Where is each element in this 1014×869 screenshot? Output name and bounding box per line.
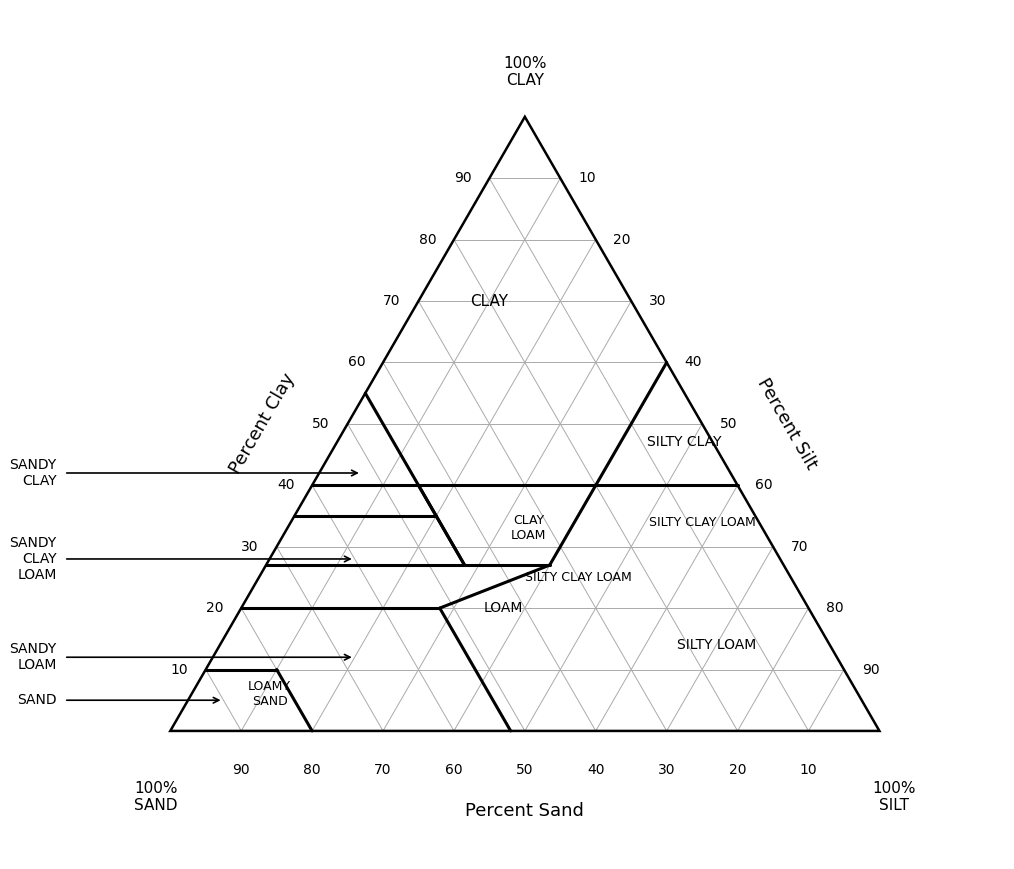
Text: 10: 10 <box>578 171 595 185</box>
Text: LOAM: LOAM <box>484 601 523 615</box>
Text: SANDY
CLAY
LOAM: SANDY CLAY LOAM <box>9 536 57 582</box>
Text: SILTY CLAY LOAM: SILTY CLAY LOAM <box>524 571 632 584</box>
Text: 20: 20 <box>729 763 746 777</box>
Text: 80: 80 <box>826 601 844 615</box>
Text: 80: 80 <box>303 763 320 777</box>
Text: 60: 60 <box>755 478 773 492</box>
Text: 60: 60 <box>348 355 365 369</box>
Text: SILTY LOAM: SILTY LOAM <box>676 638 755 652</box>
Text: 30: 30 <box>649 294 666 308</box>
Text: Percent Silt: Percent Silt <box>753 375 820 473</box>
Text: SAND: SAND <box>17 693 57 707</box>
Text: 70: 70 <box>791 540 808 554</box>
Text: 70: 70 <box>374 763 391 777</box>
Text: 70: 70 <box>383 294 401 308</box>
Text: 30: 30 <box>658 763 675 777</box>
Text: 20: 20 <box>613 233 631 247</box>
Text: 90: 90 <box>232 763 250 777</box>
Text: SANDY
LOAM: SANDY LOAM <box>9 642 57 673</box>
Text: 50: 50 <box>516 763 533 777</box>
Text: 80: 80 <box>419 233 436 247</box>
Text: 50: 50 <box>312 417 330 431</box>
Text: 60: 60 <box>445 763 462 777</box>
Text: 50: 50 <box>720 417 737 431</box>
Text: 10: 10 <box>800 763 817 777</box>
Text: Percent Sand: Percent Sand <box>465 802 584 819</box>
Text: LOAMY
SAND: LOAMY SAND <box>248 680 291 708</box>
Text: 10: 10 <box>170 662 188 676</box>
Text: 90: 90 <box>862 662 879 676</box>
Text: 90: 90 <box>454 171 472 185</box>
Text: CLAY: CLAY <box>470 294 508 308</box>
Text: Percent Clay: Percent Clay <box>226 370 298 477</box>
Text: 100%
SAND: 100% SAND <box>134 780 177 813</box>
Text: 40: 40 <box>277 478 294 492</box>
Text: 40: 40 <box>684 355 702 369</box>
Text: 30: 30 <box>241 540 259 554</box>
Text: 100%
CLAY: 100% CLAY <box>503 56 547 89</box>
Text: 20: 20 <box>206 601 223 615</box>
Text: 40: 40 <box>587 763 604 777</box>
Text: CLAY
LOAM: CLAY LOAM <box>511 514 547 542</box>
Text: SANDY
CLAY: SANDY CLAY <box>9 458 57 488</box>
Text: SILTY CLAY: SILTY CLAY <box>647 435 722 449</box>
Text: SILTY CLAY LOAM: SILTY CLAY LOAM <box>649 515 755 528</box>
Text: 100%
SILT: 100% SILT <box>872 780 916 813</box>
